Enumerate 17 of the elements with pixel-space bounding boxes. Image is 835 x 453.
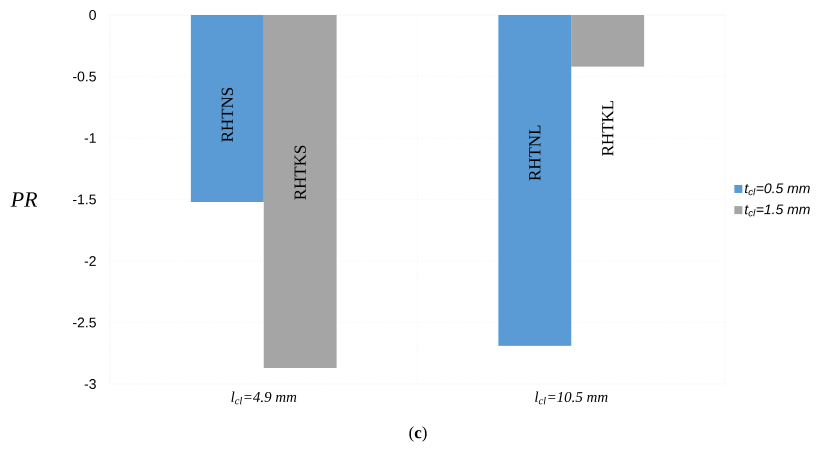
x-tick-label: l$_{cl}$=4.9 mm [231, 392, 296, 404]
y-tick-label: -3 [84, 379, 96, 389]
annotation: RHTKS [294, 146, 306, 200]
x-tick-label: l$_{cl}$=10.5 mm [535, 392, 608, 404]
legend-label: t$_{cl}$=0.5 mm [744, 183, 810, 196]
y-tick-label: -2 [84, 256, 96, 266]
y-tick-label: 0 [89, 10, 96, 20]
annotation: RHTNL [529, 126, 540, 180]
text: (c) [409, 426, 427, 442]
annotation: RHTKL [602, 100, 614, 156]
y-tick-label: -2.5 [73, 318, 96, 328]
y-axis-title: PR [10, 192, 38, 207]
legend-label: t$_{cl}$=1.5 mm [744, 204, 810, 216]
y-tick-label: -1 [84, 133, 96, 143]
y-tick-label: -0.5 [73, 72, 96, 82]
y-tick-label: -1.5 [73, 194, 96, 204]
annotation: RHTNS [222, 88, 234, 142]
